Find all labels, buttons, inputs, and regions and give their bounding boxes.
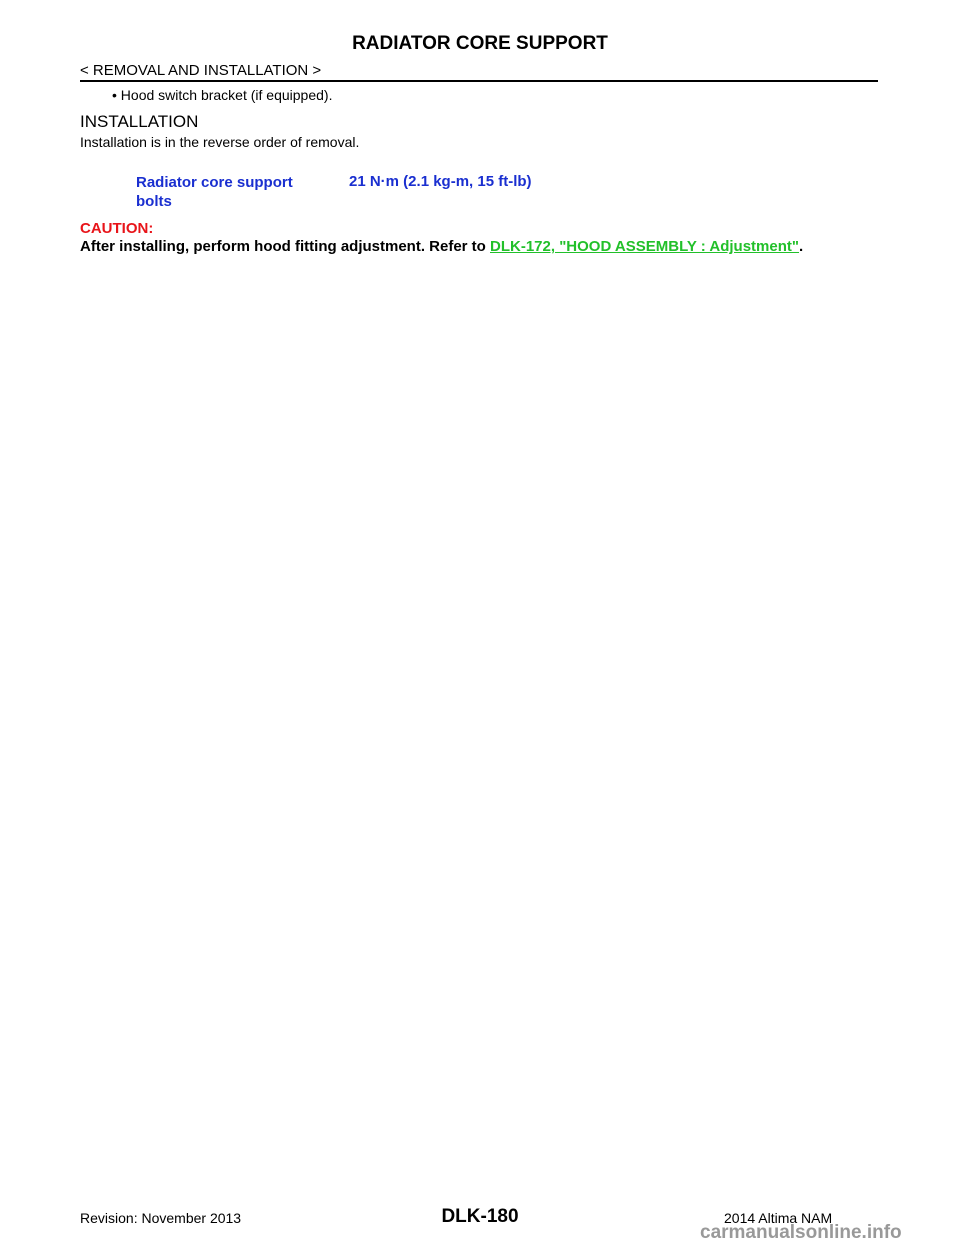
caution-body: After installing, perform hood fitting a… (80, 238, 486, 255)
intro: Installation is in the reverse order of … (80, 134, 360, 150)
bullet-item: • Hood switch bracket (if equipped). (112, 87, 333, 103)
torque-value: 21 N·m (2.1 kg-m, 15 ft-lb) (349, 173, 532, 190)
revision: Revision: November 2013 (80, 1210, 242, 1226)
caution-label: CAUTION: (80, 220, 154, 237)
section-label: < REMOVAL AND INSTALLATION > (80, 62, 322, 79)
page-title: RADIATOR CORE SUPPORT (352, 33, 608, 54)
page-number: DLK-180 (441, 1206, 519, 1227)
model: 2014 Altima NAM (724, 1210, 833, 1226)
header-rule (80, 80, 878, 82)
bullet-text: Hood switch bracket (if equipped). (120, 87, 333, 103)
torque-item: Radiator core support bolts (136, 174, 293, 210)
reference-link[interactable]: DLK-172, "HOOD ASSEMBLY : Adjustment" (490, 238, 800, 255)
caution-text: After installing, perform hood fitting a… (80, 238, 803, 255)
heading: INSTALLATION (80, 112, 199, 131)
caution-end: . (799, 238, 804, 255)
watermark: carmanualsonline.info (700, 1222, 902, 1242)
